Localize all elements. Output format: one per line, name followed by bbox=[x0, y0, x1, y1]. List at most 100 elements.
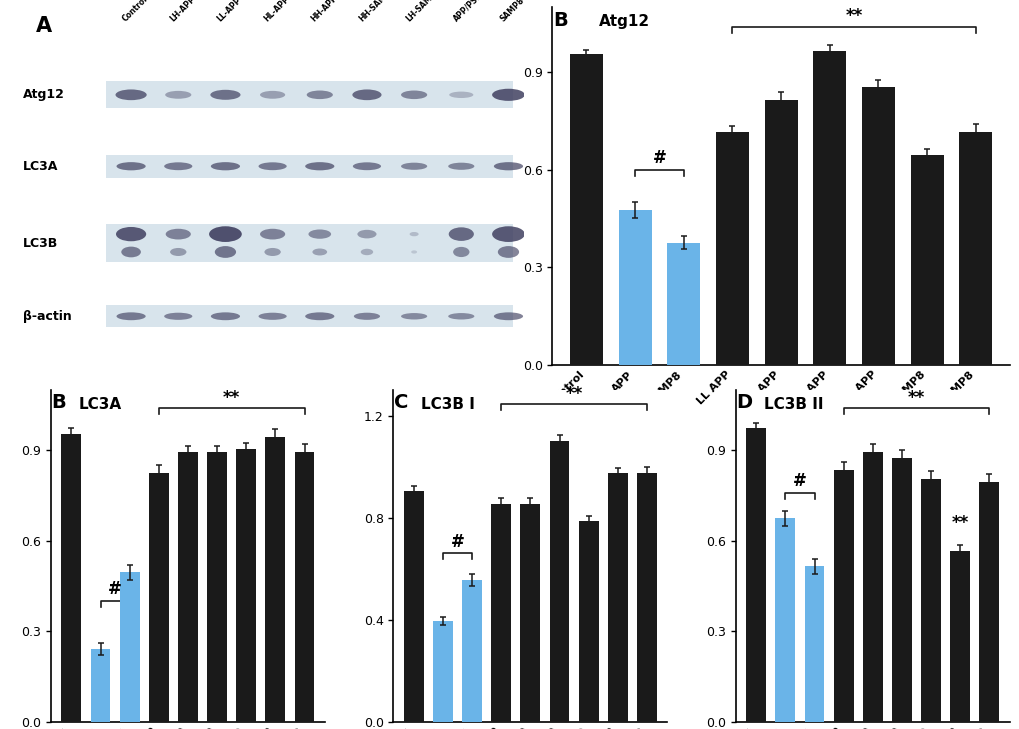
Ellipse shape bbox=[305, 312, 334, 320]
Ellipse shape bbox=[211, 312, 239, 320]
Bar bbox=[61, 434, 82, 722]
Bar bbox=[178, 452, 198, 722]
Bar bbox=[958, 133, 991, 364]
Bar bbox=[149, 473, 168, 722]
Text: #: # bbox=[108, 580, 122, 599]
Ellipse shape bbox=[121, 246, 141, 257]
Text: SAMP8: SAMP8 bbox=[498, 0, 526, 23]
Text: Atg12: Atg12 bbox=[22, 88, 65, 101]
Bar bbox=[978, 482, 999, 722]
Text: C: C bbox=[393, 394, 408, 413]
Bar bbox=[404, 491, 423, 722]
Ellipse shape bbox=[447, 163, 474, 170]
Bar bbox=[462, 580, 482, 722]
Text: LC3A: LC3A bbox=[78, 397, 121, 412]
Bar bbox=[862, 452, 881, 722]
Bar bbox=[618, 210, 651, 364]
Text: #: # bbox=[652, 149, 665, 167]
Ellipse shape bbox=[410, 232, 418, 236]
Ellipse shape bbox=[164, 313, 193, 320]
Ellipse shape bbox=[308, 230, 331, 239]
Ellipse shape bbox=[352, 90, 381, 100]
Ellipse shape bbox=[497, 246, 519, 258]
Ellipse shape bbox=[491, 89, 525, 101]
Ellipse shape bbox=[209, 226, 242, 242]
Ellipse shape bbox=[116, 312, 146, 320]
Text: Control: Control bbox=[121, 0, 150, 23]
Bar bbox=[666, 243, 700, 364]
Text: **: ** bbox=[845, 7, 862, 25]
Text: **: ** bbox=[907, 389, 924, 407]
Text: LH-APP: LH-APP bbox=[168, 0, 197, 23]
Bar bbox=[812, 51, 846, 364]
Ellipse shape bbox=[448, 227, 474, 241]
Text: HH-SAMP8: HH-SAMP8 bbox=[357, 0, 395, 23]
Bar bbox=[637, 473, 656, 722]
Text: **: ** bbox=[565, 385, 582, 403]
Ellipse shape bbox=[260, 229, 285, 239]
Bar bbox=[950, 551, 969, 722]
Ellipse shape bbox=[258, 313, 286, 320]
Ellipse shape bbox=[305, 162, 334, 171]
Bar bbox=[549, 441, 569, 722]
Ellipse shape bbox=[447, 313, 474, 319]
Text: B: B bbox=[52, 394, 66, 413]
Ellipse shape bbox=[258, 163, 286, 170]
Ellipse shape bbox=[116, 227, 146, 241]
Bar bbox=[491, 504, 511, 722]
Ellipse shape bbox=[493, 162, 523, 171]
Text: APP/PS1: APP/PS1 bbox=[450, 0, 483, 23]
Ellipse shape bbox=[353, 163, 381, 170]
Ellipse shape bbox=[211, 162, 239, 171]
Text: LC3B II: LC3B II bbox=[763, 397, 822, 412]
Ellipse shape bbox=[400, 163, 427, 170]
Text: #: # bbox=[792, 472, 806, 490]
FancyBboxPatch shape bbox=[106, 305, 513, 327]
Text: D: D bbox=[736, 394, 752, 413]
Text: LH-SAMP8: LH-SAMP8 bbox=[404, 0, 441, 23]
Text: A: A bbox=[36, 16, 52, 36]
Bar bbox=[91, 650, 110, 722]
Bar bbox=[892, 458, 911, 722]
Ellipse shape bbox=[491, 226, 525, 242]
Bar bbox=[520, 504, 540, 722]
Ellipse shape bbox=[452, 247, 469, 257]
Bar bbox=[578, 521, 598, 722]
Ellipse shape bbox=[411, 250, 417, 254]
Text: HL-APP: HL-APP bbox=[262, 0, 291, 23]
Ellipse shape bbox=[400, 90, 427, 99]
FancyBboxPatch shape bbox=[106, 155, 513, 178]
Ellipse shape bbox=[165, 229, 191, 239]
Ellipse shape bbox=[312, 249, 327, 255]
FancyBboxPatch shape bbox=[106, 225, 513, 262]
Bar bbox=[746, 428, 765, 722]
Ellipse shape bbox=[115, 90, 147, 100]
Text: β-actin: β-actin bbox=[22, 310, 71, 323]
Ellipse shape bbox=[260, 91, 285, 98]
Ellipse shape bbox=[357, 230, 376, 238]
Text: HH-APP: HH-APP bbox=[310, 0, 339, 23]
Ellipse shape bbox=[116, 162, 146, 171]
Bar bbox=[294, 452, 314, 722]
Text: LL-APP: LL-APP bbox=[215, 0, 243, 23]
Text: **: ** bbox=[223, 389, 240, 407]
Bar bbox=[265, 437, 285, 722]
Text: LC3A: LC3A bbox=[22, 160, 58, 173]
Bar bbox=[119, 572, 140, 722]
Bar bbox=[715, 133, 748, 364]
Ellipse shape bbox=[164, 163, 193, 170]
Ellipse shape bbox=[400, 313, 427, 319]
Bar bbox=[207, 452, 227, 722]
Ellipse shape bbox=[354, 313, 380, 320]
Bar bbox=[833, 470, 853, 722]
Bar bbox=[861, 87, 894, 364]
Ellipse shape bbox=[264, 248, 280, 256]
Ellipse shape bbox=[361, 249, 373, 255]
Ellipse shape bbox=[165, 91, 192, 98]
FancyBboxPatch shape bbox=[106, 82, 513, 108]
Bar bbox=[910, 155, 943, 364]
Bar bbox=[804, 566, 823, 722]
Bar bbox=[764, 100, 797, 364]
Bar bbox=[774, 518, 795, 722]
Bar bbox=[920, 479, 941, 722]
